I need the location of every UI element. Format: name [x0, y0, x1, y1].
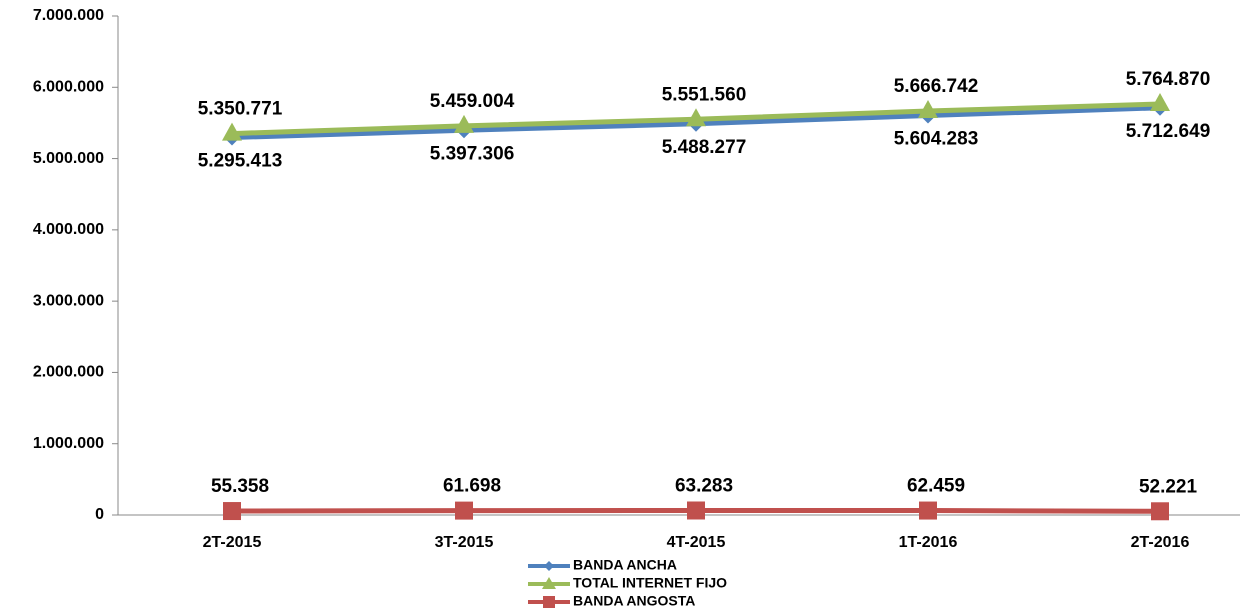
legend-marker — [542, 577, 556, 589]
data-label: 5.551.560 — [662, 84, 747, 105]
x-tick-label: 2T-2016 — [1131, 534, 1190, 551]
data-label: 62.459 — [907, 476, 965, 497]
legend-label: BANDA ANCHA — [573, 557, 677, 573]
data-label: 5.712.649 — [1126, 121, 1211, 142]
data-label: 5.350.771 — [198, 99, 283, 120]
data-label: 52.221 — [1139, 476, 1198, 497]
legend-label: TOTAL INTERNET FIJO — [573, 575, 727, 591]
y-tick-label: 4.000.000 — [33, 221, 104, 238]
data-label: 5.459.004 — [430, 91, 515, 112]
x-tick-label: 3T-2015 — [435, 534, 494, 551]
data-label: 5.488.277 — [662, 137, 747, 158]
x-tick-label: 4T-2015 — [667, 534, 726, 551]
marker — [454, 114, 474, 133]
marker — [222, 122, 242, 141]
marker — [919, 501, 937, 520]
data-label: 5.397.306 — [430, 143, 515, 164]
legend-label: BANDA ANGOSTA — [573, 593, 695, 609]
legend-marker — [543, 596, 555, 608]
marker — [1151, 502, 1169, 521]
marker — [223, 502, 241, 521]
data-label: 63.283 — [675, 476, 733, 497]
marker — [687, 501, 705, 520]
data-label: 5.764.870 — [1126, 69, 1211, 90]
data-label: 55.358 — [211, 476, 269, 497]
legend-marker — [544, 561, 554, 571]
x-tick-label: 2T-2015 — [203, 534, 262, 551]
marker — [918, 100, 938, 119]
marker — [1150, 93, 1170, 112]
y-tick-label: 5.000.000 — [33, 150, 104, 167]
y-tick-label: 0 — [95, 506, 104, 523]
y-tick-label: 1.000.000 — [33, 435, 104, 452]
data-label: 5.666.742 — [894, 76, 979, 97]
y-tick-label: 6.000.000 — [33, 79, 104, 96]
data-label: 5.604.283 — [894, 129, 979, 150]
y-tick-label: 2.000.000 — [33, 364, 104, 381]
x-tick-label: 1T-2016 — [899, 534, 958, 551]
data-label: 61.698 — [443, 476, 501, 497]
marker — [455, 501, 473, 520]
data-label: 5.295.413 — [198, 151, 283, 172]
y-tick-label: 3.000.000 — [33, 292, 104, 309]
marker — [686, 108, 706, 127]
y-tick-label: 7.000.000 — [33, 7, 104, 24]
